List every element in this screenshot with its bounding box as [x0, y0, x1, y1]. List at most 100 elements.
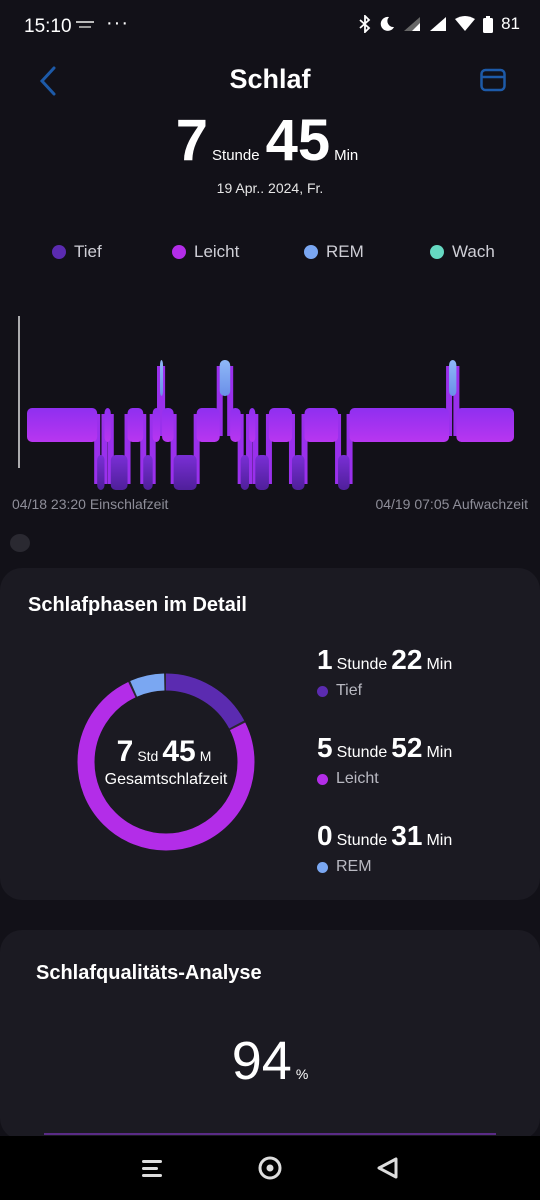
back-arrow-icon[interactable]	[34, 64, 64, 98]
sleep-stage-chart[interactable]	[0, 300, 540, 530]
duration-minutes: 45	[265, 108, 331, 173]
sleep-duration: 7 Stunde 45 Min	[0, 110, 540, 172]
header: Schlaf	[0, 56, 540, 106]
total-minutes: 45	[162, 735, 196, 768]
total-label: Gesamtschlafzeit	[104, 771, 228, 788]
do-not-disturb-moon-icon	[380, 16, 395, 31]
sleep-start-label: 04/18 23:20 Einschlafzeit	[12, 496, 169, 512]
stage-segment-leicht	[304, 408, 339, 442]
card-title: Schlafphasen im Detail	[28, 594, 247, 616]
signal-icon-1	[404, 17, 421, 31]
stage-transition	[124, 414, 131, 484]
stage-transition	[237, 414, 244, 484]
legend-label: Leicht	[194, 242, 240, 261]
phase-label: Leicht	[336, 770, 379, 787]
stage-segment-leicht	[249, 408, 256, 442]
stage-segment-leicht	[152, 408, 161, 442]
system-nav-bar	[0, 1136, 540, 1200]
card-title: Schlafqualitäts-Analyse	[36, 962, 262, 984]
menu-icon[interactable]	[138, 1154, 166, 1182]
stage-segment-leicht	[456, 408, 514, 442]
bluetooth-icon	[359, 15, 371, 33]
stage-segment-rem	[160, 360, 164, 396]
score-unit: %	[295, 1066, 309, 1082]
stage-segment-leicht	[27, 408, 98, 442]
stage-segment-tief	[143, 455, 153, 490]
page-title: Schlaf	[229, 64, 311, 94]
phase-hours: 0	[317, 820, 333, 851]
phase-hours: 1	[317, 644, 333, 675]
divider	[44, 1133, 496, 1135]
battery-level: 81	[501, 14, 520, 33]
phase-hours-unit: Stunde	[336, 832, 388, 849]
stage-transition	[101, 414, 108, 484]
status-bar: 15:10 ··· 81	[0, 0, 540, 56]
legend-item-wach: Wach	[430, 242, 495, 262]
stage-segment-rem	[449, 360, 457, 396]
stage-segment-leicht	[162, 408, 174, 442]
legend-item-leicht: Leicht	[172, 242, 239, 262]
stage-segment-leicht	[127, 408, 144, 442]
stage-segment-tief	[173, 455, 197, 490]
phase-dot	[317, 685, 328, 697]
legend-dot	[52, 245, 66, 259]
legend-dot	[304, 245, 318, 259]
phase-minutes: 22	[391, 644, 423, 675]
stage-transition	[335, 414, 342, 484]
wifi-icon	[455, 16, 476, 31]
stage-segment-leicht	[349, 408, 450, 442]
sleep-date: 19 Apr.. 2024, Fr.	[216, 180, 324, 196]
calendar-icon[interactable]	[480, 68, 506, 92]
phase-hours-unit: Stunde	[336, 744, 388, 761]
stage-transition	[149, 414, 156, 484]
phase-minutes-unit: Min	[426, 832, 453, 849]
legend-item-rem: REM	[304, 242, 364, 262]
total-hours: 7	[116, 735, 134, 768]
stage-transition	[346, 414, 353, 484]
back-triangle-icon[interactable]	[374, 1154, 402, 1182]
stage-transition	[159, 366, 166, 436]
scrub-handle[interactable]	[10, 534, 30, 552]
stage-transition	[288, 414, 295, 484]
stage-segment-tief	[255, 455, 269, 490]
stage-transition	[265, 414, 272, 484]
stage-transition	[446, 366, 453, 436]
stage-transition	[216, 366, 223, 436]
phase-rem: 0 Stunde 31 Min REM	[317, 820, 456, 876]
stage-transition	[246, 414, 253, 484]
total-hours-unit: Std	[137, 748, 159, 764]
phase-minutes: 31	[391, 820, 423, 851]
duration-minutes-unit: Min	[334, 147, 359, 164]
donut-slice-tief	[77, 673, 255, 851]
donut-center: 7 Std 45 M Gesamtschlafzeit	[74, 735, 258, 789]
signal-icon-2	[430, 17, 447, 31]
sleep-quality-card: Schlafqualitäts-Analyse	[0, 930, 540, 1140]
stage-transition	[170, 414, 177, 484]
stage-segment-tief	[291, 455, 305, 490]
legend-label: Wach	[452, 242, 495, 261]
phase-dot	[317, 773, 328, 785]
battery-icon	[483, 15, 494, 33]
donut-slice-leicht	[77, 673, 255, 851]
home-icon[interactable]	[256, 1154, 284, 1182]
score-value: 94	[231, 1031, 292, 1091]
phase-hours: 5	[317, 732, 333, 763]
phase-label: Tief	[336, 682, 363, 699]
phase-dot	[317, 861, 328, 873]
phase-hours-unit: Stunde	[336, 656, 388, 673]
legend-dot	[430, 245, 444, 259]
duration-hours-unit: Stunde	[212, 147, 260, 164]
stage-segment-tief	[338, 455, 350, 490]
stage-transition	[193, 414, 200, 484]
more-notifications: ···	[106, 12, 129, 34]
stage-transition	[227, 366, 234, 436]
stage-segment-rem	[219, 360, 231, 396]
stage-segment-tief	[110, 455, 128, 490]
stage-transition	[252, 414, 259, 484]
notification-icon	[76, 21, 94, 28]
stage-transition	[453, 366, 460, 436]
stage-transition	[107, 414, 114, 484]
status-time: 15:10	[24, 16, 72, 37]
sleep-score: 94%	[0, 1030, 540, 1092]
wake-time-label: 04/19 07:05 Aufwachzeit	[375, 496, 528, 512]
